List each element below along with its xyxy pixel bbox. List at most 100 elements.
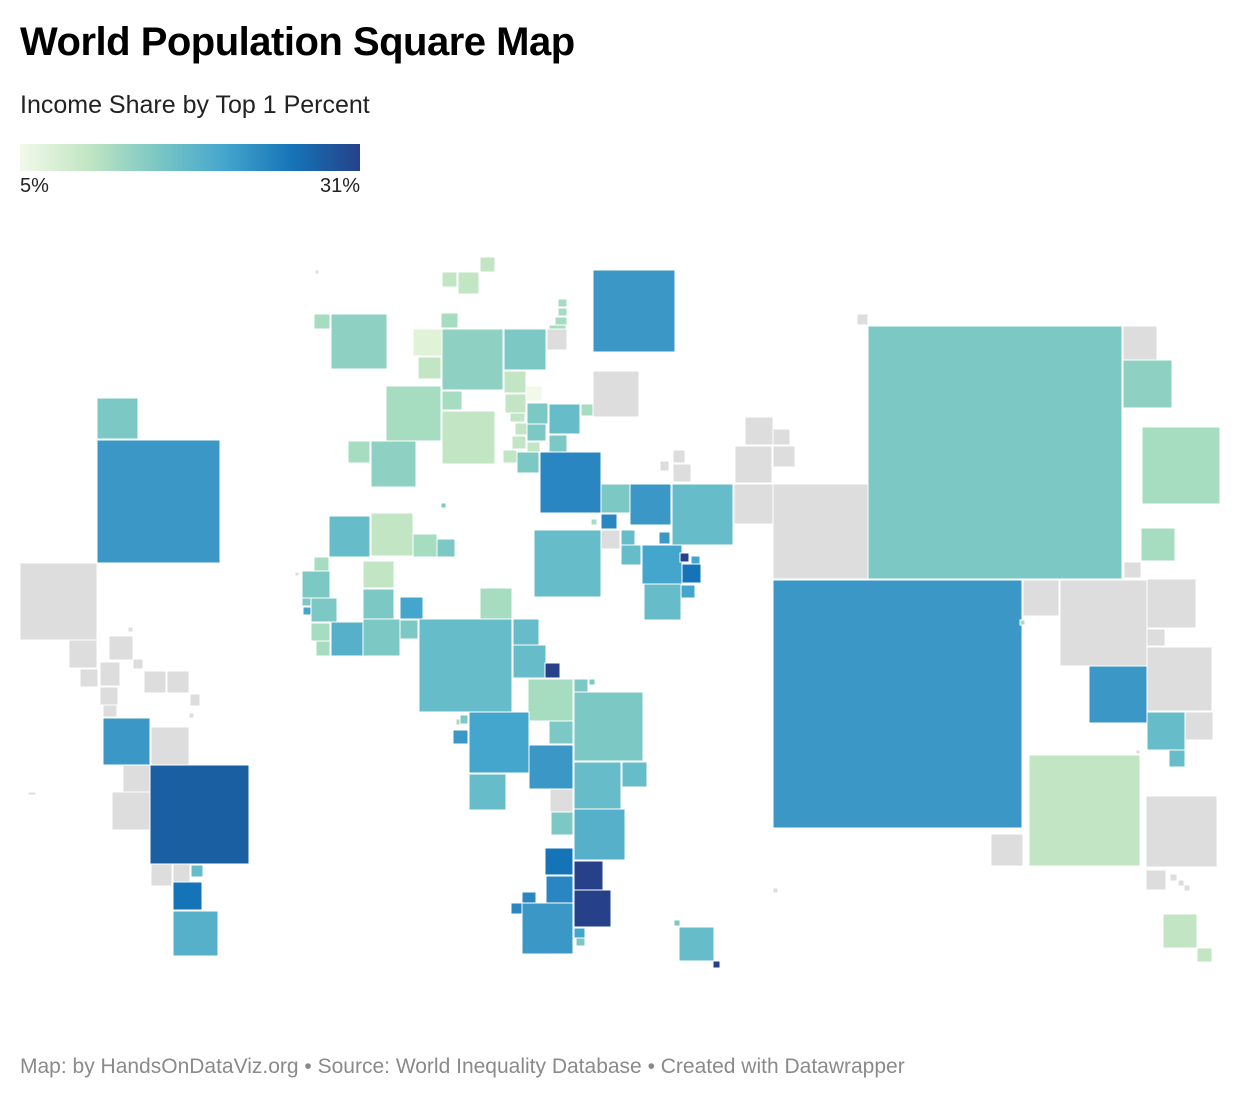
country-square[interactable] — [550, 811, 574, 836]
country-square-no-data[interactable] — [1123, 561, 1142, 579]
country-square[interactable] — [690, 555, 701, 565]
country-square-no-data[interactable] — [150, 726, 190, 766]
country-square[interactable] — [527, 678, 574, 722]
country-square[interactable] — [310, 597, 338, 623]
country-square-no-data[interactable] — [549, 788, 574, 813]
country-square[interactable] — [301, 597, 312, 607]
country-square[interactable] — [370, 512, 414, 557]
country-square[interactable] — [504, 393, 527, 414]
country-square-no-data[interactable] — [772, 445, 796, 468]
country-square-no-data[interactable] — [150, 863, 173, 887]
country-square[interactable] — [514, 422, 528, 436]
country-square-no-data[interactable] — [1145, 869, 1167, 891]
country-square[interactable] — [412, 328, 443, 357]
country-square[interactable] — [526, 441, 541, 454]
country-square[interactable] — [441, 271, 458, 288]
country-square[interactable] — [509, 412, 526, 423]
country-square[interactable] — [417, 356, 442, 380]
country-square[interactable] — [399, 596, 424, 620]
country-square[interactable] — [544, 847, 574, 876]
country-square[interactable] — [621, 761, 648, 788]
country-square-no-data[interactable] — [189, 693, 201, 707]
country-square-no-data[interactable] — [1145, 795, 1218, 868]
country-square-no-data[interactable] — [856, 313, 869, 326]
country-square-no-data[interactable] — [546, 328, 568, 351]
country-square[interactable] — [516, 451, 540, 474]
country-square-no-data[interactable] — [99, 686, 119, 706]
country-square-no-data[interactable] — [1146, 628, 1166, 647]
country-square-no-data[interactable] — [1184, 711, 1214, 741]
country-square[interactable] — [673, 919, 681, 927]
country-square[interactable] — [330, 313, 388, 370]
country-square[interactable] — [149, 764, 250, 865]
country-square[interactable] — [479, 256, 496, 273]
country-square[interactable] — [503, 370, 527, 394]
country-square[interactable] — [315, 640, 331, 657]
country-square[interactable] — [548, 403, 581, 435]
country-square[interactable] — [526, 423, 547, 442]
country-square[interactable] — [573, 927, 586, 939]
country-square-no-data[interactable] — [172, 863, 191, 883]
country-square[interactable] — [588, 678, 596, 686]
country-square-no-data[interactable] — [19, 562, 98, 641]
country-square[interactable] — [510, 902, 523, 915]
country-square-no-data[interactable] — [1022, 579, 1060, 617]
country-square[interactable] — [310, 622, 331, 642]
country-square[interactable] — [347, 440, 371, 464]
country-square[interactable] — [658, 531, 671, 545]
country-square[interactable] — [521, 902, 574, 955]
country-square[interactable] — [479, 587, 513, 620]
country-square[interactable] — [1019, 619, 1026, 626]
country-square[interactable] — [96, 397, 139, 440]
country-square[interactable] — [102, 717, 151, 766]
country-square-no-data[interactable] — [99, 661, 121, 687]
country-square[interactable] — [557, 298, 568, 308]
country-square-no-data[interactable] — [314, 269, 320, 275]
country-square[interactable] — [512, 644, 547, 679]
country-square[interactable] — [511, 435, 527, 450]
country-square[interactable] — [573, 761, 622, 810]
country-square-no-data[interactable] — [188, 712, 195, 719]
country-square[interactable] — [330, 621, 364, 657]
country-square-no-data[interactable] — [733, 483, 774, 525]
country-square[interactable] — [436, 538, 456, 558]
country-square[interactable] — [681, 563, 702, 584]
country-square[interactable] — [528, 744, 574, 790]
country-square[interactable] — [620, 544, 642, 566]
country-square[interactable] — [96, 439, 221, 564]
country-square[interactable] — [370, 440, 417, 488]
country-square[interactable] — [1122, 359, 1173, 409]
country-square[interactable] — [573, 860, 604, 891]
country-square[interactable] — [573, 678, 589, 693]
country-square[interactable] — [643, 583, 682, 621]
country-square-no-data[interactable] — [111, 791, 151, 831]
country-square-no-data[interactable] — [672, 463, 692, 483]
country-square[interactable] — [399, 619, 419, 640]
country-square[interactable] — [190, 864, 204, 878]
country-square[interactable] — [590, 518, 598, 526]
country-square[interactable] — [641, 544, 683, 585]
country-square[interactable] — [772, 579, 1023, 829]
country-square-no-data[interactable] — [68, 639, 98, 669]
country-square-no-data[interactable] — [1177, 879, 1185, 887]
country-square-no-data[interactable] — [294, 571, 300, 577]
country-square[interactable] — [172, 910, 219, 957]
country-square[interactable] — [600, 483, 631, 514]
country-square[interactable] — [441, 410, 496, 465]
country-square[interactable] — [1141, 426, 1221, 505]
country-square[interactable] — [313, 556, 330, 572]
country-square[interactable] — [313, 313, 331, 330]
country-square-no-data[interactable] — [1122, 325, 1158, 361]
country-square[interactable] — [441, 390, 463, 411]
country-square[interactable] — [557, 307, 568, 317]
country-square[interactable] — [539, 451, 602, 514]
country-square[interactable] — [362, 618, 401, 657]
country-square[interactable] — [418, 618, 513, 713]
country-square[interactable] — [575, 937, 586, 947]
country-square[interactable] — [302, 606, 312, 616]
country-square[interactable] — [548, 720, 574, 745]
country-square-no-data[interactable] — [166, 670, 190, 694]
country-square-no-data[interactable] — [1059, 579, 1148, 667]
country-square-no-data[interactable] — [27, 791, 37, 796]
country-square[interactable] — [468, 711, 530, 774]
